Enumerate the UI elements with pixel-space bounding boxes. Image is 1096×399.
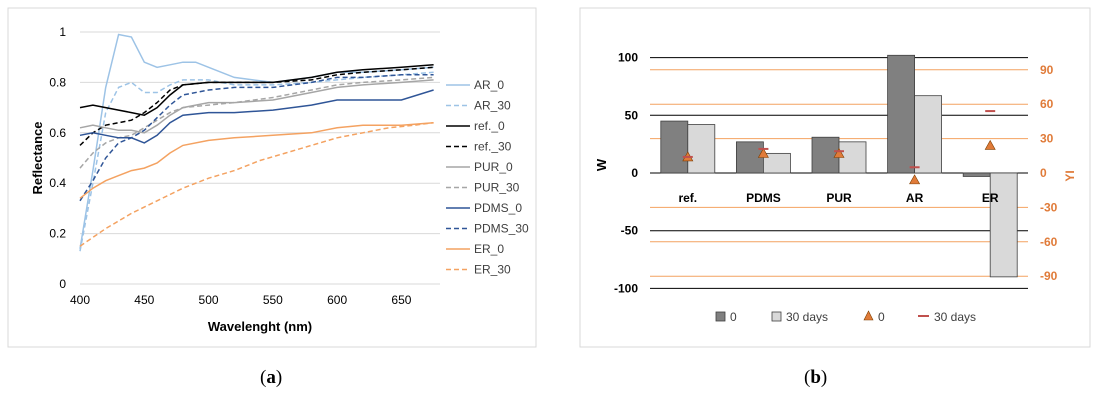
y2-tick-label: -60 [1040,235,1058,249]
series-line-er30 [79,121,434,247]
w-yi-chart: 90 60 30 0 -30 -60 -90 100 50 0 -50 -100 ref. PDMS PUR… [579,7,1091,348]
x-tick-label: 600 [327,293,347,307]
chart-frame [7,7,537,348]
series-line-pdms0 [79,89,434,144]
x-axis-title: Wavelenght (nm) [208,319,312,334]
legend-label: ref._30 [474,140,512,154]
series-line-ar30 [79,71,434,252]
bar-ER-1 [989,172,1018,278]
caption-b-letter: b [810,367,821,388]
bar-AR-1 [914,95,943,174]
legend-label: PUR_0 [474,160,513,174]
legend-label: PUR_30 [474,181,520,195]
legend-label: ref._0 [474,119,505,133]
y-axis-title: W [594,158,609,171]
y-tick-label: 1 [59,25,66,39]
marker-triangle [833,147,845,158]
x-tick-label: 500 [199,293,219,307]
bar-AR-0 [887,54,916,174]
y-tick-label: 0.2 [49,227,66,241]
series-line-pdms30 [79,74,434,202]
y-tick-label: -50 [621,224,639,238]
y-tick-label: 0.8 [49,75,66,89]
y-tick-label: 0 [59,277,66,291]
legend-label: 0 [878,310,885,324]
legend-label: PDMS_30 [474,222,529,236]
legend-label: 0 [730,310,737,324]
category-label: ref. [678,191,697,205]
bar-ER-0 [962,172,991,177]
category-label: AR [906,191,924,205]
x-tick-label: 650 [391,293,411,307]
bar-ref-1 [687,124,716,174]
y-tick-label: 50 [625,108,639,122]
caption-a-letter: a [266,367,276,388]
legend-label: 30 days [786,310,828,324]
marker-triangle [757,147,769,158]
category-label: PUR [826,191,852,205]
y2-tick-label: 90 [1040,63,1054,77]
y2-tick-label: 0 [1040,166,1047,180]
legend-label: AR_30 [474,99,511,113]
y-tick-label: 0.6 [49,126,66,140]
panel-b: 90 60 30 0 -30 -60 -90 100 50 0 -50 -100 ref. PDMS PUR… [548,0,1096,399]
x-tick-label: 450 [134,293,154,307]
y-axis-title: Reflectance [30,122,45,195]
y2-axis-title: YI [1063,170,1077,181]
legend-swatch [863,310,874,321]
legend-label: AR_0 [474,78,504,92]
panel-a: 0 0.2 0.4 0.6 0.8 1 400 450 500 550 600 650 Waveleng… [0,0,545,399]
series-line-er0 [79,121,434,199]
category-label: PDMS [746,191,781,205]
y2-tick-label: -30 [1040,200,1058,214]
x-tick-label: 400 [70,293,90,307]
legend-label: ER_0 [474,242,504,256]
legend-label: PDMS_0 [474,201,522,215]
x-tick-label: 550 [263,293,283,307]
y-tick-label: 100 [618,51,638,65]
marker-triangle [909,174,921,185]
series-line-pur30 [79,76,434,169]
y-tick-label: 0.4 [49,176,66,190]
reflectance-chart: 0 0.2 0.4 0.6 0.8 1 400 450 500 550 600 650 Waveleng… [7,7,537,348]
bar-PUR-0 [811,136,840,174]
legend-label: ER_30 [474,263,511,277]
category-label: ER [982,191,999,205]
y2-tick-label: -90 [1040,269,1058,283]
legend-label: 30 days [934,310,976,324]
y-tick-label: 0 [631,166,638,180]
bar-PDMS-1 [762,152,791,174]
bar-ref-0 [660,120,689,174]
legend-swatch [715,311,726,322]
y2-tick-label: 30 [1040,132,1054,146]
caption-b: (b) [804,367,828,388]
caption-a: (a) [260,367,283,388]
y-tick-label: -100 [614,281,638,295]
marker-triangle [984,139,996,150]
y2-tick-label: 60 [1040,97,1054,111]
series-line-ref30 [79,66,434,146]
legend-swatch [771,311,782,322]
